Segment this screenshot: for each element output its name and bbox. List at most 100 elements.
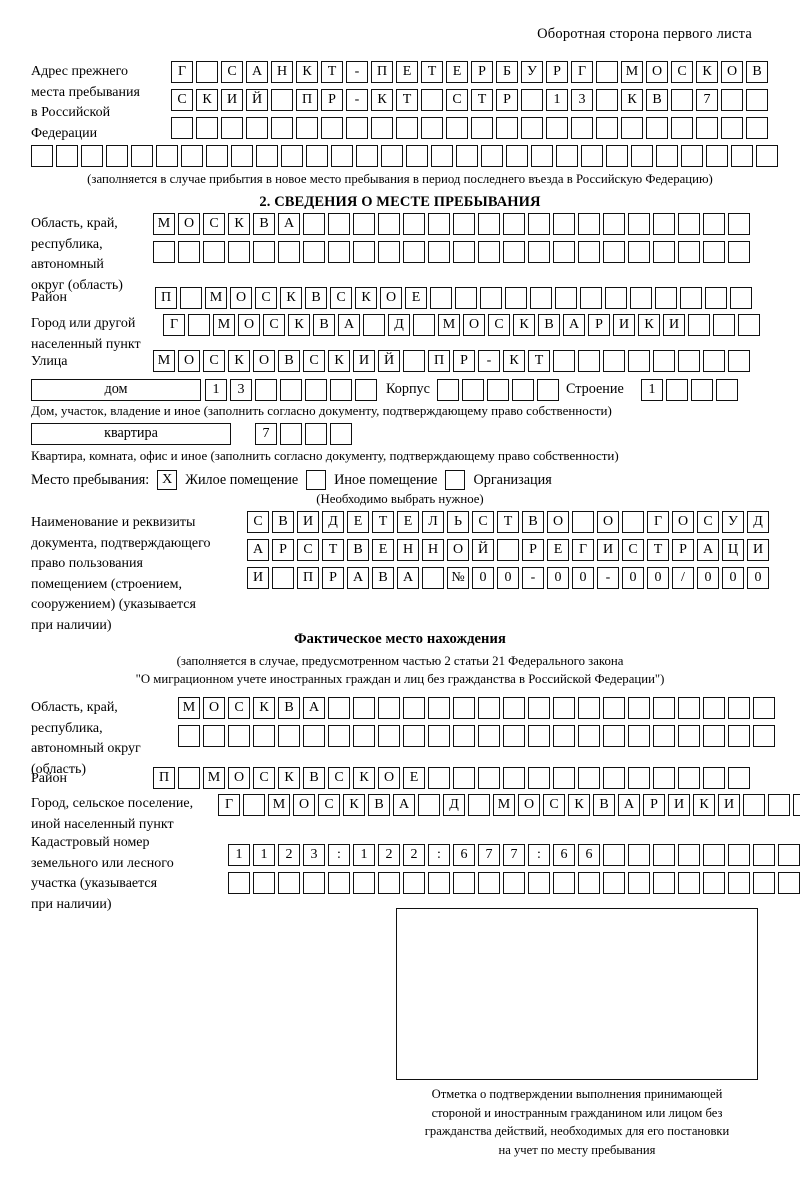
char-cell[interactable] <box>713 314 735 336</box>
char-cell[interactable] <box>730 287 752 309</box>
char-cell[interactable]: В <box>522 511 544 533</box>
char-cell[interactable] <box>437 379 459 401</box>
char-cell[interactable] <box>706 145 728 167</box>
char-cell[interactable]: 0 <box>747 567 769 589</box>
char-cell[interactable]: В <box>347 539 369 561</box>
char-cell[interactable]: К <box>696 61 718 83</box>
char-cell[interactable]: О <box>238 314 260 336</box>
char-cell[interactable] <box>353 872 375 894</box>
char-cell[interactable]: С <box>622 539 644 561</box>
char-cell[interactable]: К <box>693 794 715 816</box>
char-cell[interactable] <box>578 350 600 372</box>
char-cell[interactable]: Т <box>322 539 344 561</box>
char-cell[interactable] <box>656 145 678 167</box>
char-cell[interactable]: И <box>668 794 690 816</box>
char-cell[interactable] <box>703 872 725 894</box>
char-cell[interactable]: С <box>488 314 510 336</box>
char-cell[interactable] <box>753 725 775 747</box>
char-cell[interactable] <box>480 287 502 309</box>
char-cell[interactable] <box>403 350 425 372</box>
char-cell[interactable] <box>621 117 643 139</box>
char-cell[interactable]: В <box>538 314 560 336</box>
char-cell[interactable]: В <box>305 287 327 309</box>
char-cell[interactable]: О <box>253 350 275 372</box>
char-cell[interactable]: Г <box>647 511 669 533</box>
char-cell[interactable] <box>628 241 650 263</box>
char-cell[interactable] <box>403 241 425 263</box>
char-cell[interactable] <box>703 844 725 866</box>
char-cell[interactable] <box>255 379 277 401</box>
char-cell[interactable] <box>196 117 218 139</box>
char-cell[interactable] <box>680 287 702 309</box>
checkbox-residential[interactable]: X <box>157 470 178 490</box>
char-cell[interactable]: К <box>288 314 310 336</box>
char-cell[interactable] <box>456 145 478 167</box>
section2-region-row-2[interactable] <box>153 241 750 263</box>
char-cell[interactable] <box>278 241 300 263</box>
char-cell[interactable] <box>278 872 300 894</box>
char-cell[interactable]: 1 <box>641 379 663 401</box>
char-cell[interactable] <box>378 213 400 235</box>
char-cell[interactable]: Е <box>547 539 569 561</box>
char-cell[interactable]: В <box>253 213 275 235</box>
char-cell[interactable] <box>703 767 725 789</box>
char-cell[interactable] <box>606 145 628 167</box>
char-cell[interactable] <box>671 89 693 111</box>
char-cell[interactable]: Р <box>522 539 544 561</box>
char-cell[interactable] <box>743 794 765 816</box>
char-cell[interactable] <box>553 350 575 372</box>
char-cell[interactable]: 7 <box>503 844 525 866</box>
char-cell[interactable] <box>421 89 443 111</box>
cadastral-row-2[interactable] <box>228 872 800 894</box>
char-cell[interactable] <box>572 511 594 533</box>
char-cell[interactable] <box>303 725 325 747</box>
char-cell[interactable] <box>746 117 768 139</box>
char-cell[interactable] <box>328 872 350 894</box>
char-cell[interactable]: С <box>697 511 719 533</box>
char-cell[interactable]: В <box>368 794 390 816</box>
prev-address-row-wide[interactable] <box>31 145 778 167</box>
char-cell[interactable] <box>505 287 527 309</box>
char-cell[interactable] <box>471 117 493 139</box>
char-cell[interactable]: Р <box>546 61 568 83</box>
char-cell[interactable]: М <box>438 314 460 336</box>
char-cell[interactable] <box>528 697 550 719</box>
char-cell[interactable]: М <box>621 61 643 83</box>
char-cell[interactable] <box>622 511 644 533</box>
char-cell[interactable] <box>628 350 650 372</box>
char-cell[interactable]: Т <box>497 511 519 533</box>
char-cell[interactable]: П <box>297 567 319 589</box>
char-cell[interactable] <box>503 697 525 719</box>
char-cell[interactable]: В <box>313 314 335 336</box>
char-cell[interactable] <box>646 117 668 139</box>
char-cell[interactable] <box>462 379 484 401</box>
char-cell[interactable] <box>528 241 550 263</box>
char-cell[interactable] <box>728 241 750 263</box>
char-cell[interactable] <box>596 61 618 83</box>
char-cell[interactable] <box>156 145 178 167</box>
char-cell[interactable] <box>178 725 200 747</box>
char-cell[interactable]: О <box>203 697 225 719</box>
char-cell[interactable]: 1 <box>353 844 375 866</box>
char-cell[interactable] <box>478 872 500 894</box>
char-cell[interactable]: А <box>393 794 415 816</box>
char-cell[interactable]: 6 <box>578 844 600 866</box>
char-cell[interactable] <box>728 844 750 866</box>
char-cell[interactable] <box>753 872 775 894</box>
char-cell[interactable]: К <box>328 350 350 372</box>
char-cell[interactable] <box>453 241 475 263</box>
char-cell[interactable] <box>671 117 693 139</box>
char-cell[interactable] <box>243 794 265 816</box>
char-cell[interactable]: К <box>638 314 660 336</box>
char-cell[interactable] <box>793 794 800 816</box>
char-cell[interactable]: 0 <box>547 567 569 589</box>
char-cell[interactable] <box>31 145 53 167</box>
char-cell[interactable]: Г <box>171 61 193 83</box>
char-cell[interactable] <box>246 117 268 139</box>
char-cell[interactable]: В <box>646 89 668 111</box>
char-cell[interactable] <box>228 725 250 747</box>
char-cell[interactable] <box>171 117 193 139</box>
